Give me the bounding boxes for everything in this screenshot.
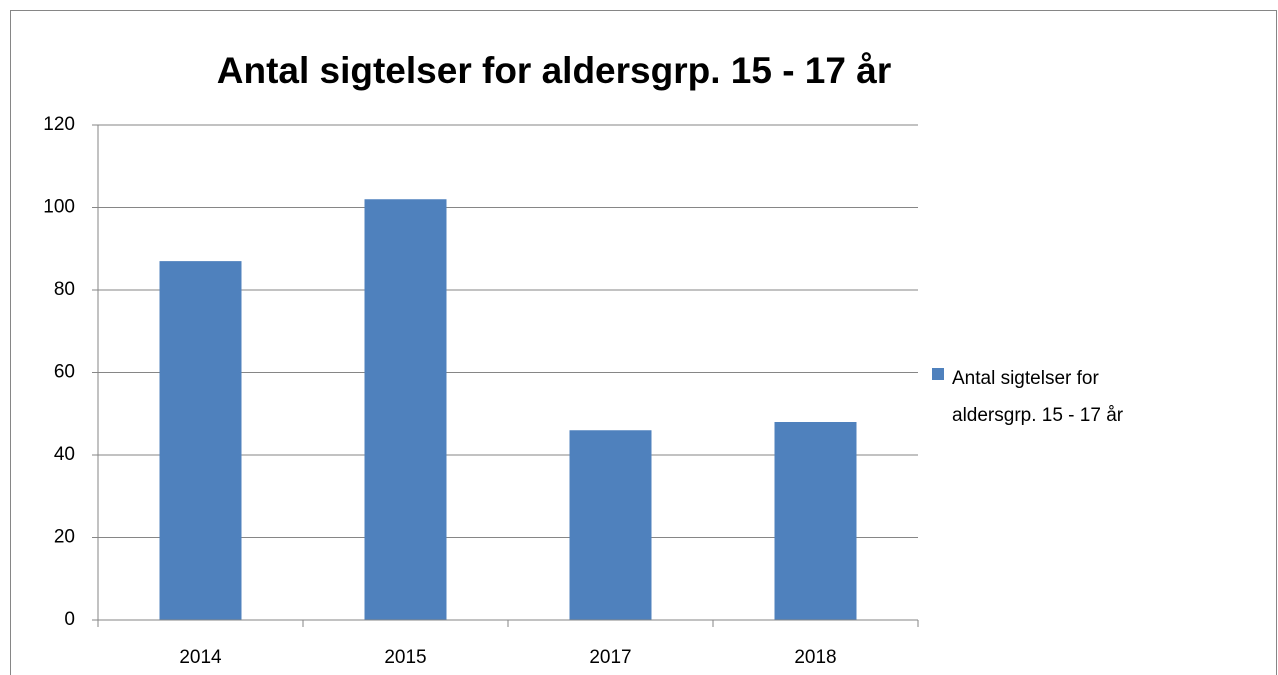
- y-tick-label: 20: [54, 527, 75, 548]
- x-tick-label: 2014: [179, 647, 222, 668]
- legend: Antal sigtelser for aldersgrp. 15 - 17 å…: [930, 360, 1160, 434]
- x-tick-label: 2015: [384, 647, 426, 668]
- x-tick-label: 2017: [589, 647, 631, 668]
- bar: [774, 422, 857, 620]
- legend-swatch: [932, 368, 944, 380]
- bar: [159, 261, 242, 620]
- chart-title: Antal sigtelser for aldersgrp. 15 - 17 å…: [217, 50, 891, 91]
- y-tick-label: 60: [54, 362, 75, 383]
- y-tick-label: 40: [54, 444, 75, 465]
- y-tick-label: 0: [64, 609, 75, 630]
- x-tick-label: 2018: [794, 647, 836, 668]
- bar: [569, 430, 652, 620]
- bar: [364, 199, 447, 620]
- y-tick-label: 100: [43, 197, 75, 218]
- y-tick-label: 120: [43, 114, 75, 135]
- legend-label: Antal sigtelser for aldersgrp. 15 - 17 å…: [952, 368, 1124, 426]
- y-tick-label: 80: [54, 279, 75, 300]
